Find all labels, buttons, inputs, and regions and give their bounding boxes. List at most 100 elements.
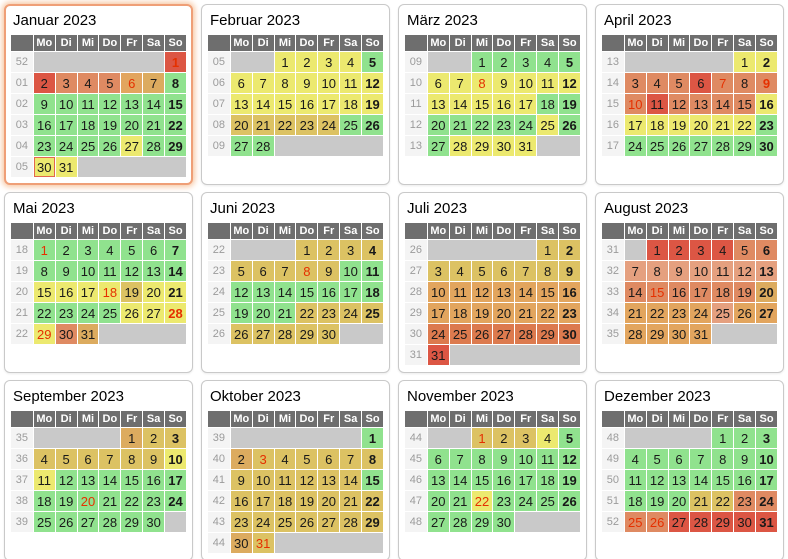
day-cell[interactable]: 14 [165, 261, 186, 281]
day-cell[interactable]: 13 [427, 470, 449, 490]
day-cell[interactable]: 19 [296, 491, 318, 511]
day-cell[interactable]: 31 [427, 345, 449, 365]
day-cell[interactable]: 26 [646, 512, 668, 532]
day-cell[interactable]: 2 [55, 240, 77, 260]
day-cell[interactable]: 13 [77, 470, 99, 490]
day-cell[interactable]: 27 [493, 324, 515, 344]
day-cell[interactable]: 15 [362, 470, 383, 490]
day-cell[interactable]: 8 [537, 261, 559, 281]
day-cell[interactable]: 14 [712, 94, 734, 114]
day-cell[interactable]: 29 [362, 512, 383, 532]
day-cell[interactable]: 18 [712, 282, 734, 302]
day-cell[interactable]: 8 [734, 73, 756, 93]
day-cell[interactable]: 24 [756, 491, 777, 511]
day-cell[interactable]: 17 [515, 470, 537, 490]
day-cell[interactable]: 11 [33, 470, 55, 490]
day-cell[interactable]: 3 [515, 52, 537, 72]
day-cell[interactable]: 23 [143, 491, 165, 511]
day-cell[interactable]: 17 [690, 282, 712, 302]
day-cell[interactable]: 7 [690, 449, 712, 469]
day-cell[interactable]: 7 [143, 73, 165, 93]
day-cell[interactable]: 6 [756, 240, 777, 260]
day-cell[interactable]: 28 [449, 136, 471, 156]
day-cell[interactable]: 23 [55, 303, 77, 323]
day-cell[interactable]: 9 [318, 261, 340, 281]
day-cell[interactable]: 16 [143, 470, 165, 490]
day-cell[interactable]: 16 [668, 282, 690, 302]
day-cell[interactable]: 13 [252, 282, 274, 302]
day-cell[interactable]: 30 [756, 136, 777, 156]
day-cell[interactable]: 3 [318, 52, 340, 72]
day-cell[interactable]: 5 [471, 261, 493, 281]
day-cell[interactable]: 27 [756, 303, 777, 323]
day-cell[interactable]: 26 [559, 491, 580, 511]
day-cell[interactable]: 18 [340, 94, 362, 114]
day-cell[interactable]: 29 [734, 136, 756, 156]
day-cell[interactable]: 6 [668, 449, 690, 469]
day-cell[interactable]: 24 [427, 324, 449, 344]
day-cell[interactable]: 16 [493, 470, 515, 490]
day-cell[interactable]: 25 [33, 512, 55, 532]
day-cell[interactable]: 22 [471, 491, 493, 511]
day-cell[interactable]: 3 [427, 261, 449, 281]
day-cell[interactable]: 3 [690, 240, 712, 260]
day-cell[interactable]: 19 [559, 94, 580, 114]
day-cell[interactable]: 12 [55, 470, 77, 490]
day-cell[interactable]: 16 [756, 94, 777, 114]
day-cell[interactable]: 2 [143, 428, 165, 448]
day-cell[interactable]: 7 [449, 449, 471, 469]
day-cell[interactable]: 11 [537, 73, 559, 93]
day-cell[interactable]: 13 [427, 94, 449, 114]
day-cell[interactable]: 6 [493, 261, 515, 281]
day-cell[interactable]: 31 [252, 533, 274, 553]
day-cell[interactable]: 29 [646, 324, 668, 344]
day-cell[interactable]: 16 [559, 282, 580, 302]
day-cell[interactable]: 22 [471, 115, 493, 135]
day-cell[interactable]: 18 [646, 115, 668, 135]
day-cell[interactable]: 3 [515, 428, 537, 448]
day-cell[interactable]: 4 [33, 449, 55, 469]
day-cell[interactable]: 19 [734, 282, 756, 302]
day-cell[interactable]: 21 [252, 115, 274, 135]
day-cell[interactable]: 23 [734, 491, 756, 511]
day-cell[interactable]: 6 [77, 449, 99, 469]
day-cell[interactable]: 15 [734, 94, 756, 114]
day-cell[interactable]: 20 [318, 491, 340, 511]
day-cell[interactable]: 26 [471, 324, 493, 344]
day-cell[interactable]: 5 [55, 449, 77, 469]
day-cell[interactable]: 9 [230, 470, 252, 490]
day-cell[interactable]: 8 [33, 261, 55, 281]
day-cell[interactable]: 25 [537, 491, 559, 511]
day-cell[interactable]: 13 [230, 94, 252, 114]
day-cell[interactable]: 24 [340, 303, 362, 323]
day-cell[interactable]: 11 [624, 470, 646, 490]
day-cell[interactable]: 16 [318, 282, 340, 302]
day-cell[interactable]: 17 [55, 115, 77, 135]
day-cell[interactable]: 8 [471, 73, 493, 93]
day-cell[interactable]: 22 [33, 303, 55, 323]
day-cell[interactable]: 6 [252, 261, 274, 281]
day-cell[interactable]: 15 [296, 282, 318, 302]
day-cell[interactable]: 2 [33, 73, 55, 93]
day-cell[interactable]: 9 [493, 449, 515, 469]
day-cell[interactable]: 23 [668, 303, 690, 323]
day-cell[interactable]: 10 [318, 73, 340, 93]
day-cell[interactable]: 7 [712, 73, 734, 93]
day-cell[interactable]: 31 [55, 157, 77, 177]
day-cell[interactable]: 15 [646, 282, 668, 302]
day-cell[interactable]: 2 [493, 52, 515, 72]
day-cell[interactable]: 1 [646, 240, 668, 260]
day-cell[interactable]: 25 [274, 512, 296, 532]
day-cell[interactable]: 27 [252, 324, 274, 344]
day-cell[interactable]: 27 [427, 136, 449, 156]
day-cell[interactable]: 20 [143, 282, 165, 302]
day-cell[interactable]: 6 [427, 449, 449, 469]
day-cell[interactable]: 1 [274, 52, 296, 72]
day-cell[interactable]: 27 [318, 512, 340, 532]
day-cell[interactable]: 17 [252, 491, 274, 511]
day-cell[interactable]: 30 [493, 136, 515, 156]
day-cell[interactable]: 10 [165, 449, 186, 469]
day-cell[interactable]: 15 [471, 470, 493, 490]
day-cell[interactable]: 4 [537, 52, 559, 72]
day-cell[interactable]: 15 [121, 470, 143, 490]
